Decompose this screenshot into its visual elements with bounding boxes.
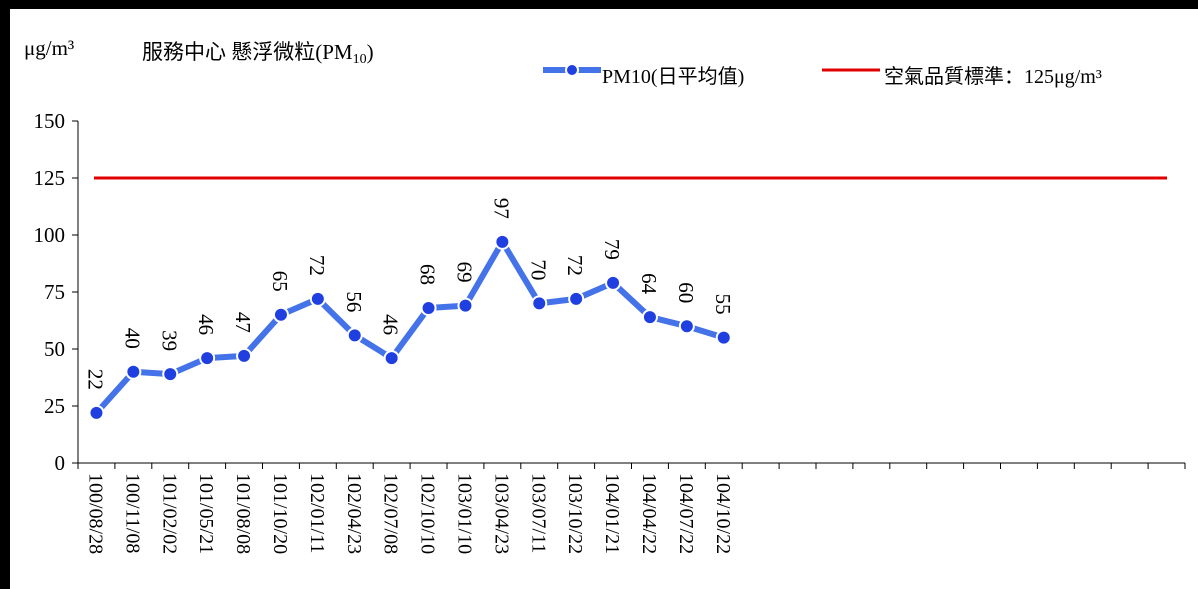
- pm10-data-point: [457, 297, 474, 314]
- pm10-data-point: [236, 347, 253, 364]
- legend-pm10-label: PM10(日平均值): [602, 66, 745, 88]
- chart-title: 服務中心 懸浮微粒(PM10): [142, 36, 374, 68]
- x-tick-label: 104/07/22: [675, 473, 697, 554]
- y-tick-label: 50: [44, 337, 65, 361]
- pm10-data-point: [605, 274, 622, 291]
- pm10-data-point: [199, 350, 216, 367]
- x-tick-label: 101/08/08: [232, 473, 254, 554]
- x-tick-label: 104/10/22: [712, 473, 734, 554]
- pm10-data-label: 56: [342, 291, 366, 312]
- pm10-data-label: 72: [305, 255, 329, 276]
- pm10-data-label: 40: [120, 328, 144, 349]
- legend-pm10-marker: [565, 63, 579, 77]
- x-tick-label: 104/04/22: [638, 473, 660, 554]
- pm10-data-label: 69: [452, 262, 476, 283]
- x-tick-label: 103/07/11: [527, 473, 549, 553]
- title-subscript: 10: [352, 52, 367, 67]
- pm10-data-point: [162, 366, 179, 383]
- y-tick-label: 150: [34, 109, 66, 133]
- x-tick-label: 102/01/11: [306, 473, 328, 553]
- pm10-data-point: [309, 290, 326, 307]
- pm10-data-label: 55: [711, 294, 735, 315]
- unit-label: μg/m³: [24, 36, 75, 60]
- pm10-data-label: 97: [489, 198, 513, 219]
- title-end: ): [366, 40, 374, 64]
- x-tick-label: 104/01/21: [601, 473, 623, 554]
- pm10-data-point: [715, 329, 732, 346]
- pm10-data-label: 22: [83, 369, 107, 390]
- x-tick-label: 101/05/21: [195, 473, 217, 554]
- legend-symbols: [543, 63, 880, 77]
- pm10-data-point: [641, 309, 658, 326]
- plot-area: 22 40 39 46 47 65 72 56 46 68 69 97 70 72 79 64 60 55: [83, 176, 1167, 421]
- pm10-data-label: 46: [379, 314, 403, 335]
- pm10-data-point: [678, 318, 695, 335]
- x-tick-label: 102/10/10: [417, 473, 439, 554]
- legend-standard-label: 空氣品質標準：125μg/m³: [884, 66, 1102, 88]
- title-main: 服務中心 懸浮微粒(PM: [142, 40, 353, 64]
- y-tick-label: 0: [55, 451, 66, 475]
- pm10-data-label: 65: [268, 271, 292, 292]
- chart-panel: [10, 9, 1198, 589]
- x-tick-label: 102/04/23: [343, 473, 365, 554]
- x-tick-label: 103/01/10: [453, 473, 475, 554]
- x-tick-label: 103/04/23: [490, 473, 512, 554]
- pm10-data-point: [531, 295, 548, 312]
- pm10-data-label: 72: [563, 255, 587, 276]
- pm10-data-point: [494, 233, 511, 250]
- x-tick-label: 101/10/20: [269, 473, 291, 554]
- pm10-data-point: [383, 350, 400, 367]
- axes: 0 25 50 75 100 125 150 100/08/28 100/11/08 101/02…: [34, 109, 1186, 554]
- pm10-data-point: [420, 299, 437, 316]
- pm10-data-point: [125, 363, 142, 380]
- pm10-data-point: [568, 290, 585, 307]
- y-tick-label: 25: [44, 394, 65, 418]
- pm10-data-label: 46: [194, 314, 218, 335]
- y-tick-label: 100: [34, 223, 66, 247]
- pm10-data-label: 39: [157, 330, 181, 351]
- y-tick-label: 125: [34, 166, 66, 190]
- x-tick-label: 100/11/08: [121, 473, 143, 553]
- x-tick-label: 103/10/22: [564, 473, 586, 554]
- pm10-data-label: 68: [416, 264, 440, 285]
- pm10-data-label: 60: [674, 282, 698, 303]
- pm10-data-point: [272, 306, 289, 323]
- pm10-series-line: [94, 238, 725, 415]
- x-tick-label: 101/02/02: [158, 473, 180, 554]
- pm10-data-point: [346, 327, 363, 344]
- pm10-data-label: 70: [526, 259, 550, 280]
- x-tick-label: 102/07/08: [380, 473, 402, 554]
- x-tick-label: 100/08/28: [84, 473, 106, 554]
- pm10-data-point: [88, 404, 105, 421]
- pm10-data-label: 79: [600, 239, 624, 260]
- pm10-data-label: 64: [637, 273, 661, 295]
- pm10-data-label: 47: [231, 312, 255, 333]
- y-tick-label: 75: [44, 280, 65, 304]
